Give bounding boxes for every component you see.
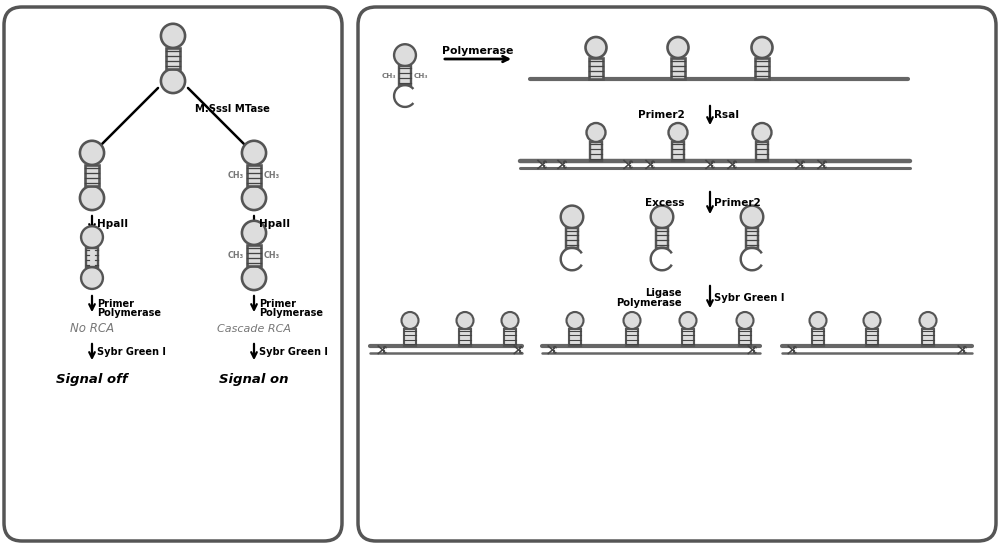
Text: CH₃: CH₃: [228, 171, 244, 180]
Text: CH₃: CH₃: [414, 73, 429, 79]
Circle shape: [242, 221, 266, 245]
Text: Sybr Green I: Sybr Green I: [714, 293, 784, 303]
Bar: [746, 228, 758, 248]
Circle shape: [161, 24, 185, 48]
Circle shape: [586, 123, 606, 142]
Text: M.SssI MTase: M.SssI MTase: [195, 104, 270, 114]
Circle shape: [624, 312, 640, 329]
Circle shape: [80, 186, 104, 210]
Bar: [247, 245, 261, 266]
Text: Excess: Excess: [646, 198, 685, 208]
Bar: [399, 66, 411, 85]
Text: CH₃: CH₃: [381, 73, 396, 79]
Circle shape: [741, 206, 763, 228]
Circle shape: [752, 37, 772, 58]
Text: Polymerase: Polymerase: [97, 308, 161, 318]
Text: Primer2: Primer2: [638, 110, 685, 120]
Bar: [86, 248, 98, 267]
Text: Primer2: Primer2: [714, 198, 761, 208]
Circle shape: [242, 186, 266, 210]
Text: Primer: Primer: [97, 299, 134, 309]
Circle shape: [810, 312, 826, 329]
Bar: [504, 329, 516, 346]
Bar: [756, 142, 768, 161]
Circle shape: [586, 37, 606, 58]
Text: Polymerase: Polymerase: [259, 308, 323, 318]
Text: CH₃: CH₃: [264, 171, 280, 180]
Bar: [459, 329, 471, 346]
Bar: [922, 329, 934, 346]
Circle shape: [668, 123, 688, 142]
Text: No RCA: No RCA: [70, 322, 114, 336]
Circle shape: [81, 267, 103, 289]
Text: Primer: Primer: [259, 299, 296, 309]
Text: Polymerase: Polymerase: [616, 298, 682, 308]
Text: Sybr Green I: Sybr Green I: [259, 347, 328, 357]
Text: Signal off: Signal off: [56, 372, 128, 386]
Bar: [682, 329, 694, 346]
Circle shape: [651, 206, 673, 228]
Bar: [404, 329, 416, 346]
Text: RsaI: RsaI: [714, 110, 739, 120]
Circle shape: [680, 312, 696, 329]
Text: HpaII: HpaII: [259, 219, 290, 229]
Circle shape: [242, 141, 266, 165]
Bar: [569, 329, 581, 346]
Bar: [739, 329, 751, 346]
Text: Cascade RCA: Cascade RCA: [217, 324, 291, 334]
Circle shape: [736, 312, 754, 329]
Circle shape: [80, 141, 104, 165]
Bar: [626, 329, 638, 346]
Circle shape: [457, 312, 474, 329]
Circle shape: [753, 123, 772, 142]
Circle shape: [501, 312, 518, 329]
Bar: [85, 165, 99, 186]
Circle shape: [561, 206, 583, 228]
FancyBboxPatch shape: [358, 7, 996, 541]
Circle shape: [161, 69, 185, 93]
Text: CH₃: CH₃: [264, 251, 280, 260]
Bar: [566, 228, 578, 248]
Bar: [247, 165, 261, 186]
Bar: [672, 142, 684, 161]
FancyBboxPatch shape: [4, 7, 342, 541]
Text: Ligase: Ligase: [646, 288, 682, 298]
Circle shape: [864, 312, 881, 329]
Text: Sybr Green I: Sybr Green I: [97, 347, 166, 357]
Bar: [866, 329, 878, 346]
Text: Signal on: Signal on: [219, 372, 289, 386]
Circle shape: [566, 312, 584, 329]
Circle shape: [668, 37, 688, 58]
Text: HpaII: HpaII: [97, 219, 128, 229]
Bar: [671, 58, 685, 79]
Bar: [589, 58, 603, 79]
Bar: [166, 48, 180, 69]
Circle shape: [242, 266, 266, 290]
Bar: [755, 58, 769, 79]
Text: CH₃: CH₃: [228, 251, 244, 260]
Circle shape: [394, 44, 416, 66]
Circle shape: [919, 312, 936, 329]
Bar: [590, 142, 602, 161]
Bar: [812, 329, 824, 346]
Bar: [656, 228, 668, 248]
Circle shape: [81, 226, 103, 248]
Text: Polymerase: Polymerase: [442, 46, 514, 56]
Circle shape: [401, 312, 418, 329]
